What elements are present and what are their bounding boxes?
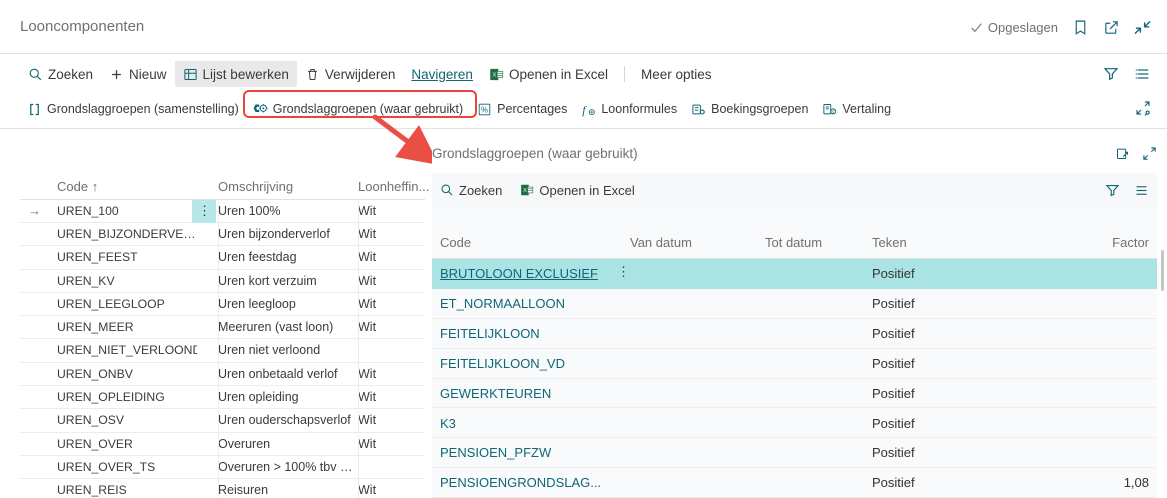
svg-text:f: f xyxy=(583,102,588,116)
svg-text:%: % xyxy=(481,105,488,114)
svg-text:X: X xyxy=(492,72,496,78)
svg-text:文: 文 xyxy=(832,109,836,114)
svg-text:X: X xyxy=(524,188,528,194)
